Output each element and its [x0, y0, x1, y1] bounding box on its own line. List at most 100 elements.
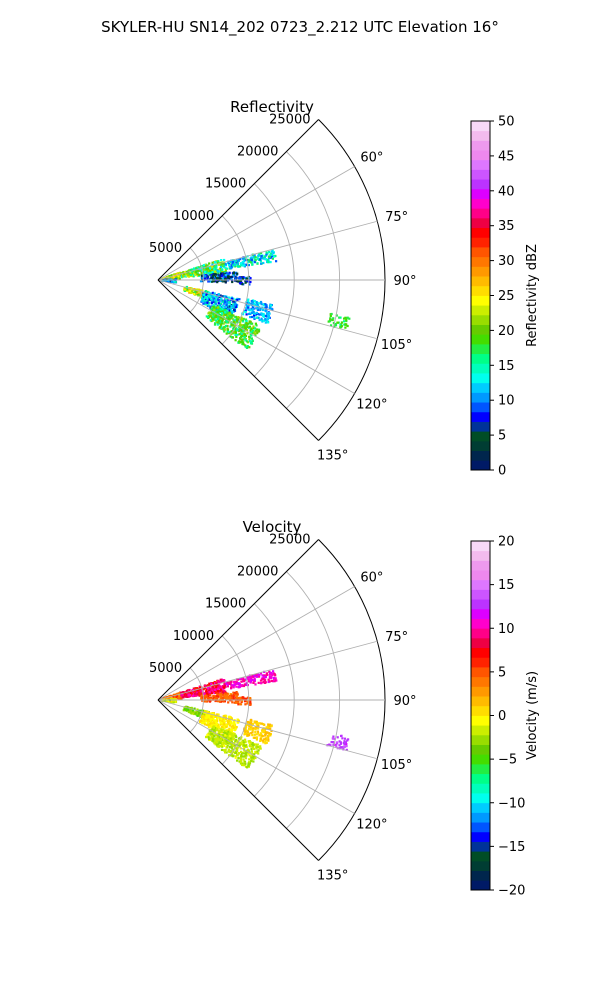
reflectivity-echo-pixel: [216, 295, 220, 299]
reflectivity-echo-pixel: [217, 301, 220, 305]
velocity-echo-pixel: [175, 694, 178, 698]
reflectivity-echo-pixel: [195, 273, 199, 276]
reflectivity-echo-pixel: [234, 339, 237, 342]
reflectivity-echo-pixel: [259, 258, 262, 261]
reflectivity-echo-pixel: [270, 250, 273, 253]
velocity-echo-pixel: [248, 745, 251, 748]
reflectivity-echo-pixel: [228, 318, 231, 321]
reflectivity-echo-pixel: [250, 337, 253, 340]
velocity-echo-pixel: [332, 743, 335, 747]
reflectivity-echo-pixel: [203, 270, 206, 273]
reflectivity-echo-pixel: [225, 267, 228, 270]
reflectivity-echo-pixel: [221, 309, 224, 312]
reflectivity-echo-pixel: [231, 314, 234, 317]
velocity-echo-pixel: [217, 695, 220, 698]
velocity-echo-pixel: [224, 732, 227, 735]
reflectivity-echo-pixel: [176, 272, 179, 275]
velocity-echo-pixel: [239, 747, 242, 750]
velocity-echo-pixel: [246, 676, 249, 679]
reflectivity-echo-pixel: [188, 290, 191, 293]
colorbar-swatch: [471, 217, 490, 229]
velocity-echo-pixel: [214, 715, 217, 718]
velocity-echo-pixel: [230, 680, 233, 683]
velocity-echo-pixel: [198, 710, 201, 713]
reflectivity-echo-pixel: [225, 306, 228, 309]
velocity-echo-pixel: [216, 736, 219, 739]
colorbar-swatch: [471, 353, 490, 364]
reflectivity-echo-pixel: [211, 296, 214, 299]
reflectivity-echo-pixel: [220, 274, 224, 277]
reflectivity-echo-pixel: [245, 306, 248, 309]
velocity-echo-pixel: [223, 723, 226, 726]
velocity-echo-pixel: [228, 750, 231, 754]
velocity-echo-pixel: [238, 703, 242, 706]
reflectivity-echo-pixel: [244, 334, 248, 337]
colorbar-tick-label: 5: [498, 665, 506, 680]
colorbar-swatch: [471, 870, 490, 881]
colorbar-swatch: [471, 373, 490, 384]
reflectivity-echo-pixel: [243, 324, 246, 327]
reflectivity-echo-pixel: [237, 259, 240, 262]
reflectivity-echo-pixel: [250, 259, 254, 262]
reflectivity-echo-pixel: [339, 323, 342, 327]
velocity-echo-pixel: [242, 747, 246, 750]
velocity-echo-pixel: [180, 691, 183, 694]
reflectivity-echo-pixel: [211, 261, 214, 264]
velocity-echo-pixel: [242, 764, 245, 767]
reflectivity-echo-pixel: [209, 267, 212, 270]
angular-gridline: [157, 220, 378, 281]
reflectivity-echo-pixel: [249, 320, 252, 323]
reflectivity-echo-pixel: [237, 277, 241, 280]
reflectivity-echo-pixel: [210, 308, 213, 311]
angle-tick-label: 105°: [381, 338, 412, 353]
reflectivity-echo-pixel: [230, 309, 233, 312]
reflectivity-echo-pixel: [348, 317, 351, 320]
velocity-echo-pixel: [263, 738, 266, 741]
reflectivity-echo-pixel: [345, 317, 348, 320]
reflectivity-echo-pixel: [230, 330, 234, 333]
angle-tick-label: 135°: [317, 449, 348, 464]
reflectivity-echo-pixel: [244, 303, 248, 306]
reflectivity-echo-pixel: [227, 274, 230, 278]
velocity-echo-pixel: [251, 722, 254, 725]
reflectivity-echo-pixel: [255, 316, 258, 319]
reflectivity-echo-pixel: [246, 340, 249, 343]
reflectivity-echo-pixel: [216, 320, 219, 323]
reflectivity-echo-pixel: [219, 265, 223, 268]
reflectivity-echo-pixel: [218, 300, 221, 303]
reflectivity-echo-pixel: [219, 298, 222, 301]
velocity-echo-pixel: [187, 689, 190, 692]
velocity-echo-pixel: [233, 742, 236, 745]
reflectivity-echo-pixel: [267, 316, 270, 319]
reflectivity-echo-pixel: [171, 277, 174, 280]
reflectivity-echo-pixel: [223, 271, 226, 274]
reflectivity-echo-pixel: [237, 316, 240, 319]
reflectivity-echo-pixel: [217, 293, 220, 296]
reflectivity-echo-pixel: [220, 306, 223, 309]
velocity-echo-pixel: [218, 716, 221, 719]
colorbar-swatch: [471, 169, 490, 180]
reflectivity-echo-pixel: [214, 270, 217, 273]
reflectivity-echo-pixel: [250, 315, 253, 319]
velocity-echo-pixel: [193, 690, 196, 693]
reflectivity-echo-pixel: [258, 318, 261, 322]
reflectivity-echo-pixel: [210, 316, 213, 319]
velocity-echo-pixel: [233, 680, 236, 684]
reflectivity-echo-pixel: [203, 292, 206, 295]
velocity-echo-pixel: [183, 708, 186, 711]
velocity-panel: 500010000150002000025000Meters60°75°90°1…: [149, 518, 540, 899]
velocity-echo-pixel: [242, 741, 246, 744]
velocity-echo-pixel: [250, 676, 253, 679]
reflectivity-echo-pixel: [189, 269, 192, 272]
velocity-echo-pixel: [248, 758, 251, 761]
reflectivity-echo-pixel: [212, 268, 215, 271]
velocity-echo-pixel: [196, 713, 199, 716]
velocity-echo-pixel: [251, 746, 255, 749]
velocity-echo-pixel: [232, 686, 235, 689]
reflectivity-echo-pixel: [237, 280, 240, 283]
reflectivity-echo-pixel: [247, 304, 250, 307]
reflectivity-echo-pixel: [240, 338, 243, 341]
velocity-echo-pixel: [236, 740, 239, 743]
reflectivity-echo-pixel: [223, 311, 226, 314]
colorbar-swatch: [471, 657, 490, 668]
